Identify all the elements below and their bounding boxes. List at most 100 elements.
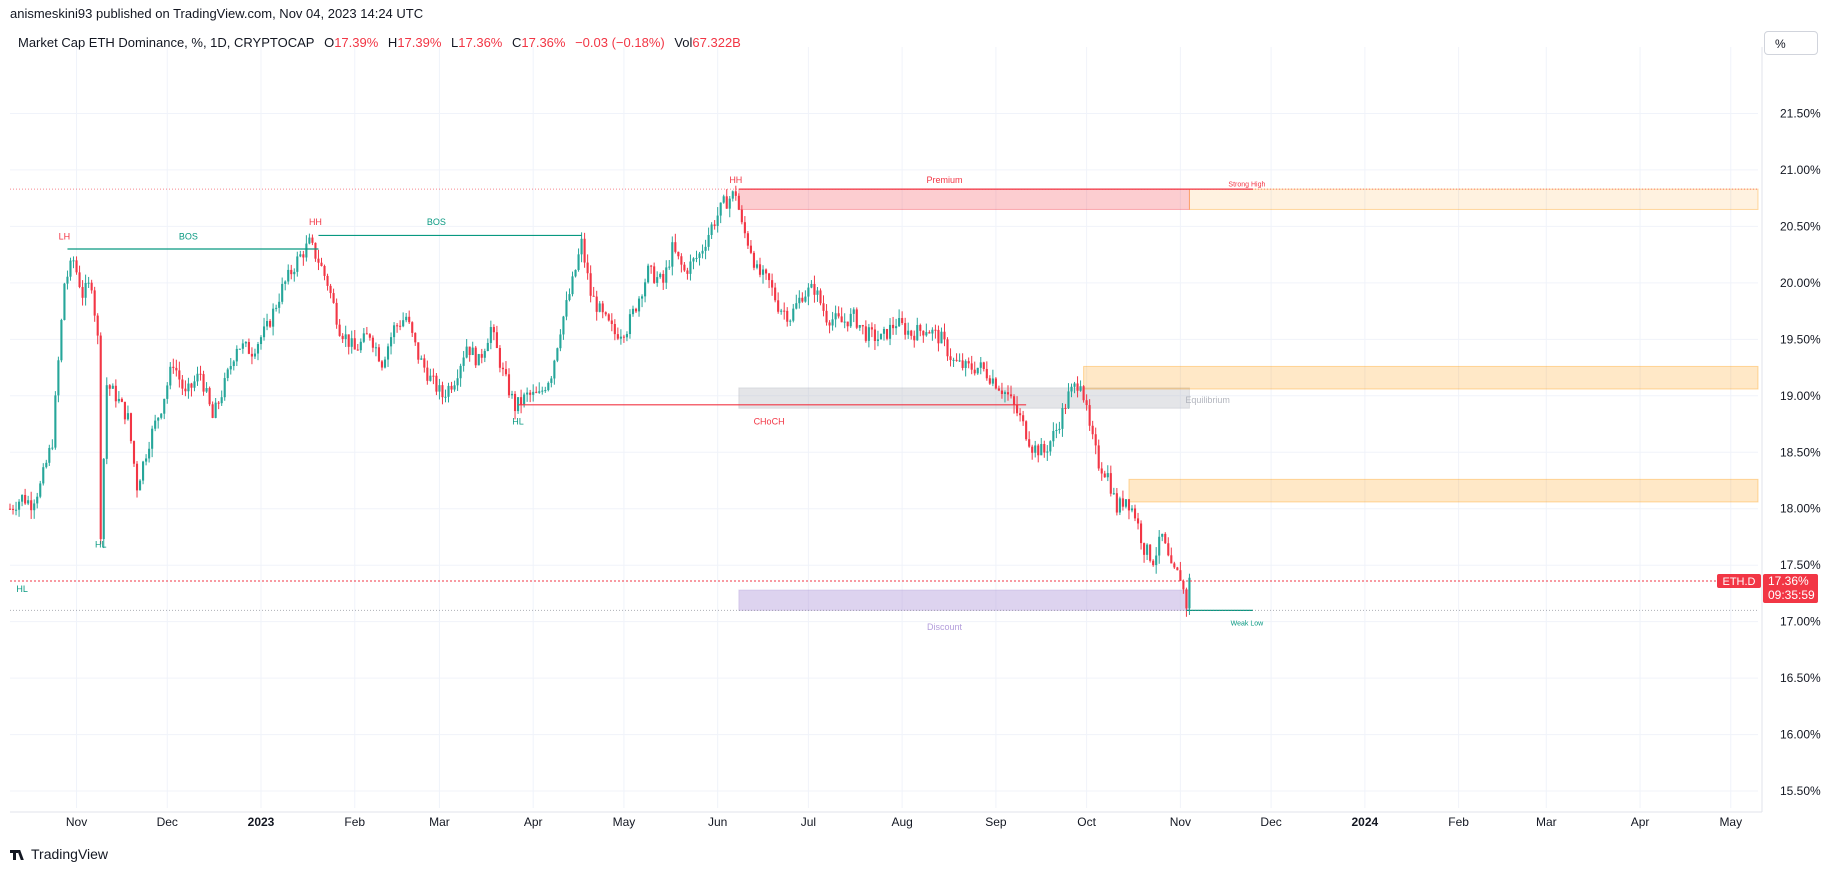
candle-body: [365, 333, 368, 335]
candle-body: [1094, 434, 1097, 446]
candle-body: [931, 329, 934, 334]
candle-body: [1127, 499, 1131, 511]
candle-body: [169, 366, 172, 386]
candle-body: [241, 343, 244, 349]
candle-body: [69, 260, 72, 277]
candle-body: [1003, 392, 1007, 394]
candle-body: [752, 252, 756, 268]
candle-body: [970, 363, 973, 370]
candle-body: [692, 258, 695, 262]
candle-body: [991, 378, 994, 384]
candle-body: [870, 327, 873, 330]
candle-body: [801, 297, 804, 302]
candle-body: [408, 316, 411, 323]
candle-body: [223, 378, 226, 398]
candle-body: [420, 358, 423, 360]
candle-body: [510, 393, 514, 396]
candle-body: [504, 369, 508, 375]
candle-body: [374, 347, 377, 349]
candle-body: [704, 246, 707, 251]
candle-body: [898, 318, 901, 327]
candle-body: [761, 269, 765, 275]
candle-body: [166, 385, 169, 399]
candle-body: [644, 282, 647, 297]
candle-body: [637, 298, 641, 312]
candle-body: [913, 335, 916, 341]
candle-body: [1040, 444, 1043, 456]
candle-body: [867, 327, 870, 341]
candle-body: [256, 344, 260, 354]
candle-body: [571, 276, 574, 295]
candle-body: [486, 342, 489, 351]
candle-body: [1058, 428, 1061, 430]
candle-body: [1167, 543, 1170, 556]
candle-body: [220, 397, 223, 404]
candle-body: [347, 334, 350, 347]
x-tick-label: 2023: [248, 815, 275, 829]
symbol-title[interactable]: Market Cap ETH Dominance, %, 1D, CRYPTOC…: [18, 35, 315, 50]
candle-body: [214, 402, 217, 418]
candle-body: [117, 398, 120, 402]
candle-body: [601, 303, 604, 313]
candle-body: [976, 367, 979, 374]
candle-body: [743, 222, 746, 234]
candle-body: [87, 282, 90, 284]
candle-body: [329, 285, 332, 294]
candle-body: [338, 324, 341, 336]
candle-body: [541, 390, 544, 392]
x-tick-label: Jun: [708, 815, 727, 829]
candle-body: [619, 336, 622, 339]
tradingview-brand[interactable]: TradingView: [10, 846, 108, 862]
y-tick-label: 20.50%: [1780, 219, 1821, 233]
candle-body: [885, 329, 889, 339]
candle-body: [386, 346, 390, 360]
candle-body: [456, 378, 459, 386]
candle-body: [553, 360, 556, 379]
x-tick-label: Nov: [1170, 815, 1191, 829]
percent-scale-button[interactable]: %: [1764, 31, 1818, 55]
candle-body: [335, 302, 338, 325]
label-hh-1: HH: [309, 217, 322, 227]
candle-body: [901, 318, 904, 324]
candle-body: [1019, 413, 1022, 416]
candle-body: [662, 273, 665, 283]
candle-body: [698, 253, 701, 258]
candle-body: [982, 362, 985, 369]
x-tick-label: Mar: [429, 815, 450, 829]
candle-body: [284, 281, 287, 284]
label-lh: LH: [59, 231, 71, 241]
candle-body: [1130, 508, 1134, 511]
y-tick-label: 16.50%: [1780, 671, 1821, 685]
candle-body: [589, 273, 592, 296]
label-discount: Discount: [927, 622, 963, 632]
y-tick-label: 20.00%: [1780, 276, 1821, 290]
candle-body: [426, 367, 429, 381]
candle-body: [250, 353, 253, 357]
candle-body: [377, 347, 381, 362]
candle-body: [51, 447, 54, 449]
candle-body: [768, 273, 771, 281]
candle-body: [353, 338, 356, 350]
low-label: L: [451, 35, 459, 50]
candle-body: [314, 242, 317, 259]
candle-body: [840, 316, 843, 323]
candle-body: [985, 368, 988, 379]
candle-body: [780, 310, 783, 312]
candle-body: [1118, 498, 1121, 513]
candle-body: [145, 458, 148, 462]
candle-body: [613, 323, 616, 335]
candle-body: [879, 333, 883, 340]
candle-body: [952, 359, 955, 361]
candle-body: [610, 320, 613, 324]
candle-body: [1079, 386, 1082, 391]
candle-body: [411, 322, 414, 333]
candle-body: [728, 198, 731, 209]
candle-body: [1006, 392, 1010, 395]
candle-body: [1146, 544, 1149, 555]
candle-body: [520, 397, 523, 405]
x-tick-label: Jul: [801, 815, 816, 829]
candle-body: [148, 448, 151, 459]
candle-body: [550, 378, 553, 383]
candle-body: [1100, 468, 1103, 474]
